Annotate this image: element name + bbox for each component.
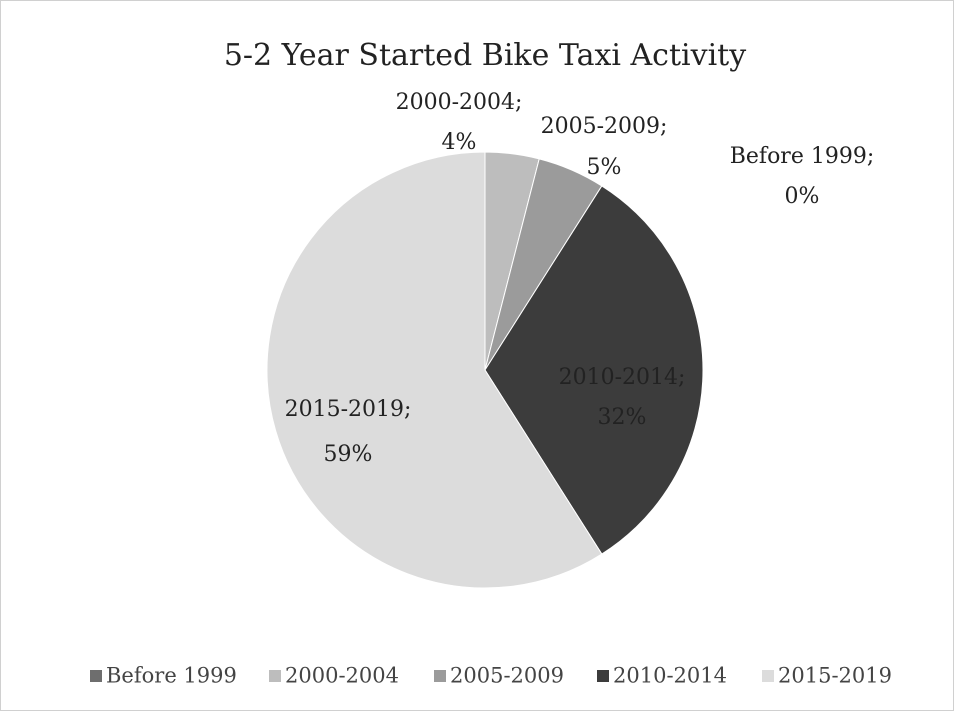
category-name: 2015-2019 <box>285 397 404 422</box>
separator: ; <box>515 90 522 115</box>
legend-label: 2005-2009 <box>450 664 564 688</box>
separator: ; <box>404 397 411 422</box>
separator: ; <box>867 144 874 169</box>
legend-swatch <box>597 670 609 682</box>
data-label-value: 59% <box>324 442 373 467</box>
category-name: 2010-2014 <box>559 365 678 390</box>
data-label-value: 32% <box>598 405 647 430</box>
data-label-category: 2015-2019; <box>285 397 412 422</box>
legend-label: 2010-2014 <box>613 664 727 688</box>
pie-slice <box>266 151 603 589</box>
data-label-value: 0% <box>785 184 820 209</box>
category-name: 2000-2004 <box>396 90 515 115</box>
pie-slice <box>484 185 704 555</box>
separator: ; <box>678 365 685 390</box>
separator: ; <box>660 114 667 139</box>
legend-swatch <box>90 670 102 682</box>
data-label-category: Before 1999; <box>730 144 875 169</box>
chart-title: 5-2 Year Started Bike Taxi Activity <box>224 38 746 73</box>
legend-swatch <box>269 670 281 682</box>
data-label-category: 2010-2014; <box>559 365 686 390</box>
category-name: Before 1999 <box>730 144 867 169</box>
legend-swatch <box>434 670 446 682</box>
data-label-value: 5% <box>587 155 622 180</box>
data-label-category: 2005-2009; <box>541 114 668 139</box>
legend-label: Before 1999 <box>106 664 237 688</box>
category-name: 2005-2009 <box>541 114 660 139</box>
legend-label: 2000-2004 <box>285 664 399 688</box>
legend-label: 2015-2019 <box>778 664 892 688</box>
legend-swatch <box>762 670 774 682</box>
data-label-category: 2000-2004; <box>396 90 523 115</box>
data-label-value: 4% <box>442 130 477 155</box>
